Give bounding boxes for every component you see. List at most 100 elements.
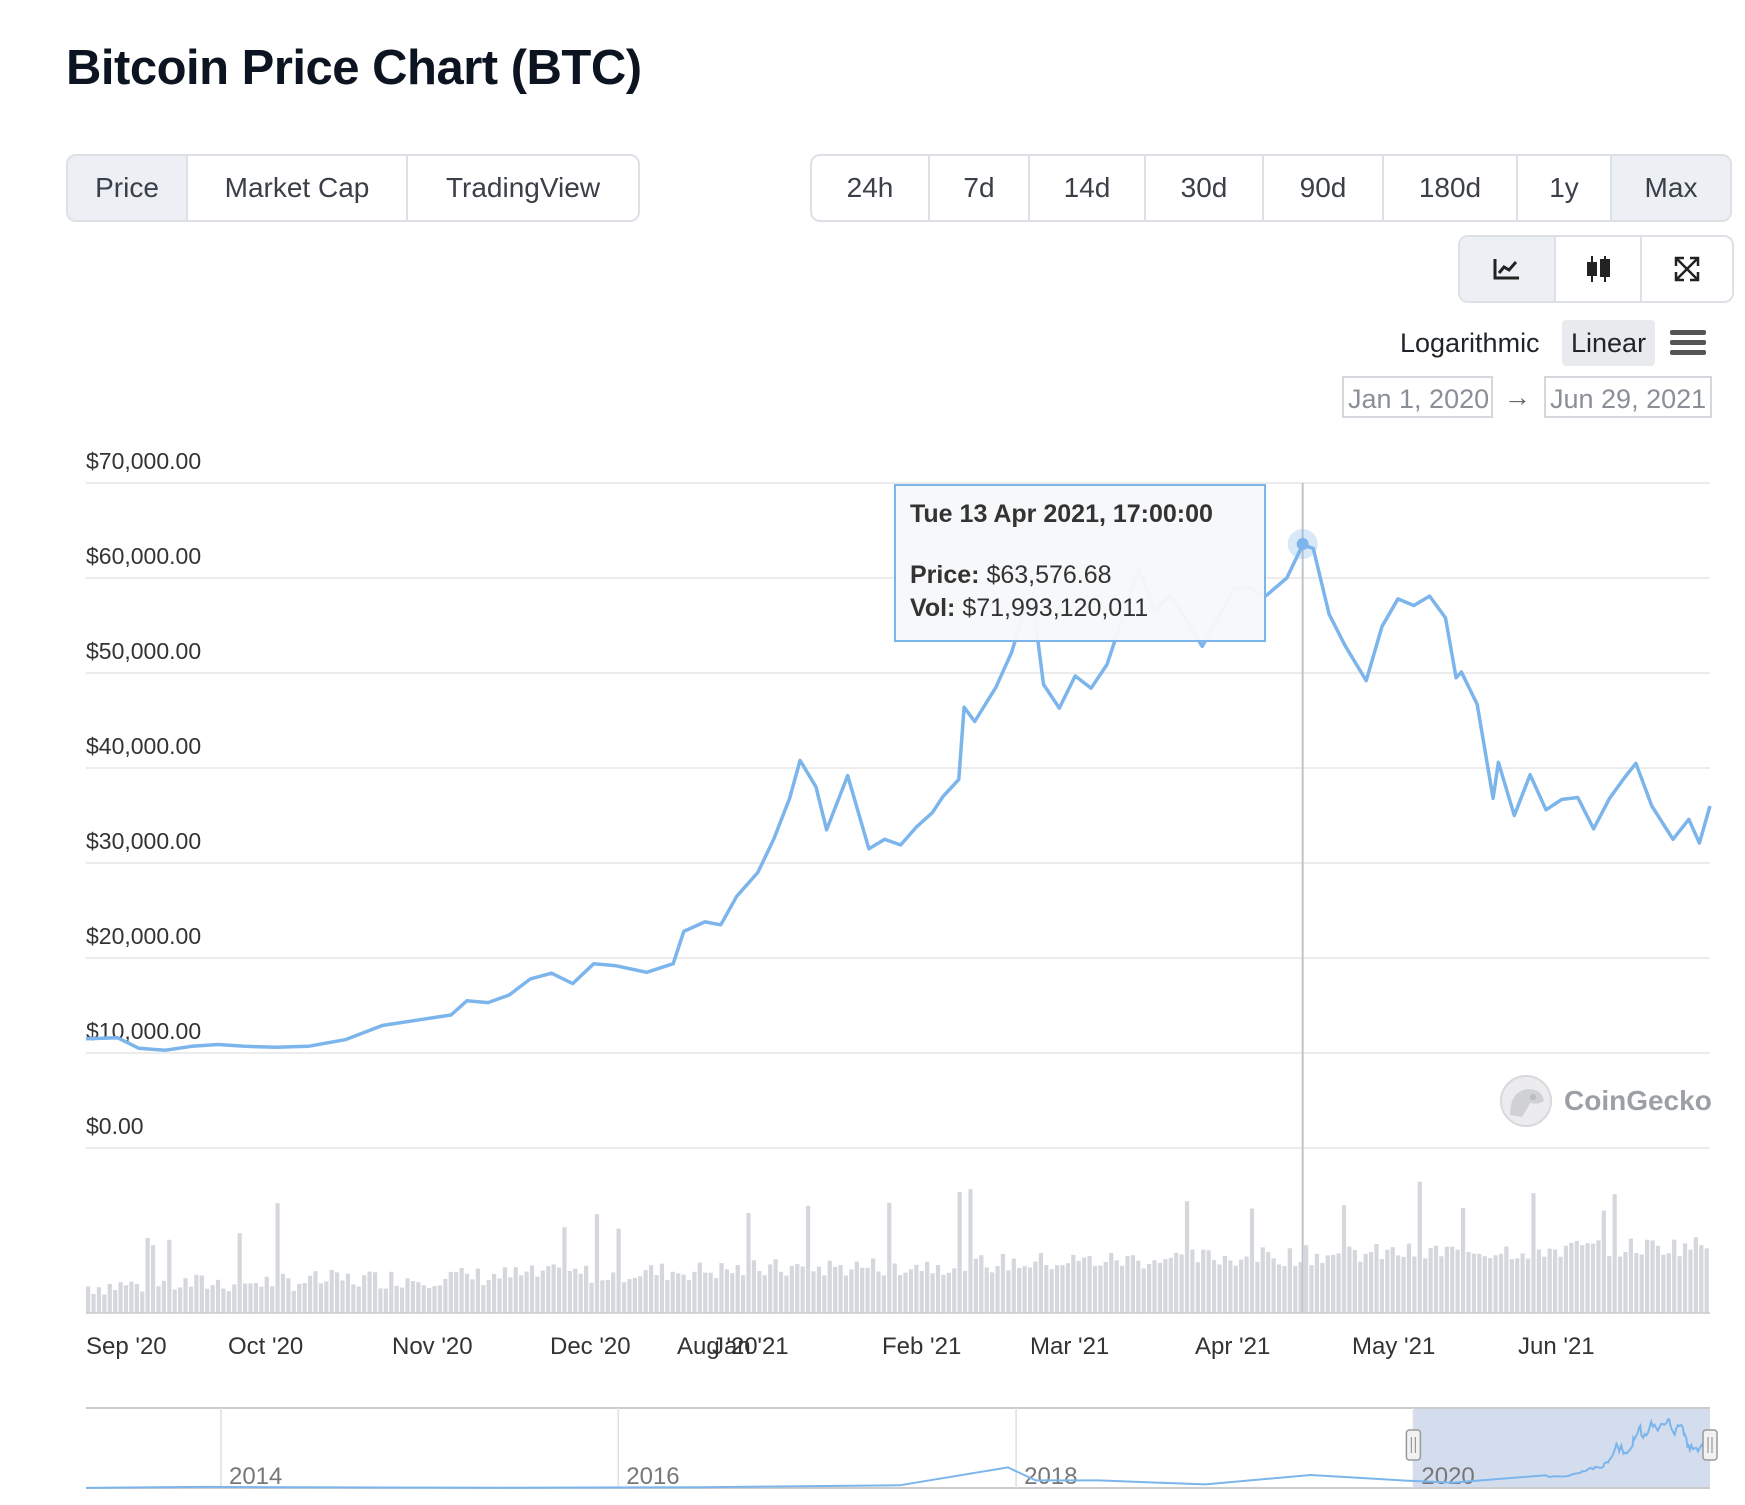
- volume-bar: [1423, 1258, 1428, 1313]
- volume-bar: [1623, 1251, 1628, 1313]
- volume-bar: [708, 1272, 713, 1313]
- volume-bar: [1233, 1265, 1238, 1313]
- volume-bar: [1314, 1253, 1320, 1313]
- volume-bar: [1396, 1255, 1401, 1313]
- x-tick-label: Sep '20: [86, 1333, 167, 1360]
- volume-bar: [150, 1245, 156, 1313]
- volume-bar: [665, 1280, 670, 1313]
- volume-bar: [984, 1267, 989, 1313]
- candlestick-icon: [1587, 256, 1610, 282]
- volume-bar: [1374, 1244, 1379, 1313]
- volume-bar: [957, 1191, 962, 1313]
- volume-bar: [919, 1271, 924, 1313]
- scale-linear[interactable]: Linear: [1562, 320, 1656, 366]
- volume-bar: [616, 1228, 621, 1313]
- range-tabs: 24h 7d 14d 30d 90d 180d 1y Max: [810, 154, 1732, 222]
- volume-bar: [1460, 1207, 1466, 1313]
- volume-bar: [1239, 1259, 1244, 1313]
- volume-bar: [215, 1279, 221, 1313]
- navigator-tick-label: 2018: [1024, 1463, 1077, 1490]
- volume-bar: [973, 1258, 978, 1313]
- range-90d[interactable]: 90d: [1262, 156, 1382, 220]
- volume-bar: [670, 1271, 675, 1313]
- range-max[interactable]: Max: [1610, 156, 1730, 220]
- range-7d[interactable]: 7d: [928, 156, 1028, 220]
- volume-bar: [1563, 1245, 1569, 1313]
- volume-bar: [210, 1285, 215, 1313]
- volume-bar: [1011, 1258, 1016, 1313]
- scale-logarithmic[interactable]: Logarithmic: [1400, 328, 1540, 358]
- tab-price[interactable]: Price: [68, 156, 186, 220]
- volume-bar: [1168, 1257, 1173, 1313]
- volume-bar: [1628, 1238, 1634, 1313]
- price-chart[interactable]: $0.00 $10,000.00 $20,000.00 $30,000.00 $40,0…: [0, 420, 1745, 1505]
- y-tick-label: $40,000.00: [86, 733, 201, 759]
- tooltip-vol-label: Vol:: [910, 594, 956, 622]
- volume-bar: [1184, 1201, 1190, 1313]
- navigator-handle-left: [1405, 1429, 1422, 1461]
- volume-bar: [1271, 1258, 1276, 1313]
- volume-bar: [1596, 1240, 1601, 1313]
- range-30d[interactable]: 30d: [1144, 156, 1262, 220]
- x-tick-label: Oct '20: [228, 1333, 303, 1360]
- volume-bar: [713, 1278, 719, 1313]
- y-tick-label: $70,000.00: [86, 448, 201, 474]
- page-title: Bitcoin Price Chart (BTC): [66, 41, 642, 95]
- volume-bar: [584, 1265, 589, 1313]
- tooltip-vol-value: $71,993,120,011: [962, 594, 1149, 622]
- volume-bar: [735, 1265, 740, 1313]
- volume-bar: [1147, 1263, 1152, 1313]
- volume-bar: [345, 1273, 351, 1313]
- volume-bar: [91, 1294, 96, 1313]
- volume-bar: [692, 1271, 697, 1313]
- date-from-input[interactable]: Jan 1, 2020: [1342, 376, 1493, 418]
- volume-bar: [1466, 1251, 1471, 1313]
- volume-bar: [259, 1286, 264, 1313]
- navigator[interactable]: 2014 2016 2018 2020: [85, 1407, 1718, 1490]
- range-1y[interactable]: 1y: [1516, 156, 1610, 220]
- volume-bar: [1677, 1256, 1682, 1313]
- volume-bar: [925, 1261, 930, 1313]
- hover-point: [1296, 538, 1309, 551]
- menu-button[interactable]: [1670, 320, 1706, 366]
- range-24h[interactable]: 24h: [846, 172, 894, 203]
- volume-bar: [638, 1276, 643, 1313]
- range-180d[interactable]: 180d: [1382, 156, 1516, 220]
- volume-bar: [946, 1272, 951, 1313]
- volume-bar: [914, 1264, 919, 1313]
- volume-bar: [394, 1285, 399, 1313]
- volume-bar: [1049, 1269, 1054, 1313]
- volume-bar: [1119, 1265, 1125, 1313]
- volume-bar: [264, 1276, 269, 1313]
- volume-bar: [1179, 1254, 1184, 1313]
- volume-bar: [1022, 1266, 1027, 1313]
- volume-bar: [1417, 1181, 1422, 1313]
- volume-bar: [280, 1273, 286, 1313]
- tab-market-cap[interactable]: Market Cap: [186, 156, 406, 220]
- volume-bar: [389, 1271, 394, 1313]
- volume-bar: [968, 1189, 973, 1313]
- x-tick-label: May '21: [1352, 1333, 1435, 1360]
- volume-bar: [335, 1272, 340, 1313]
- candlestick-button[interactable]: [1554, 237, 1640, 301]
- tab-tradingview[interactable]: TradingView: [406, 156, 638, 220]
- volume-bar: [1293, 1265, 1298, 1313]
- volume-bar: [470, 1279, 475, 1313]
- volume-bar: [730, 1273, 735, 1313]
- volume-bar: [1699, 1245, 1704, 1313]
- volume-bar: [827, 1260, 832, 1313]
- y-tick-label: $10,000.00: [86, 1018, 201, 1044]
- volume-bar: [773, 1259, 778, 1313]
- volume-bar: [1574, 1240, 1579, 1313]
- volume-bar: [1114, 1260, 1119, 1313]
- volume-bar: [1542, 1256, 1547, 1313]
- volume-bar: [898, 1274, 903, 1313]
- line-chart-button[interactable]: [1460, 237, 1554, 301]
- date-to-input[interactable]: Jun 29, 2021: [1544, 376, 1712, 418]
- fullscreen-button[interactable]: [1640, 237, 1732, 301]
- volume-bar: [800, 1266, 805, 1313]
- range-14d[interactable]: 14d: [1028, 156, 1144, 220]
- volume-bar: [567, 1270, 572, 1313]
- volume-bar: [703, 1272, 708, 1313]
- volume-bar: [1287, 1248, 1292, 1313]
